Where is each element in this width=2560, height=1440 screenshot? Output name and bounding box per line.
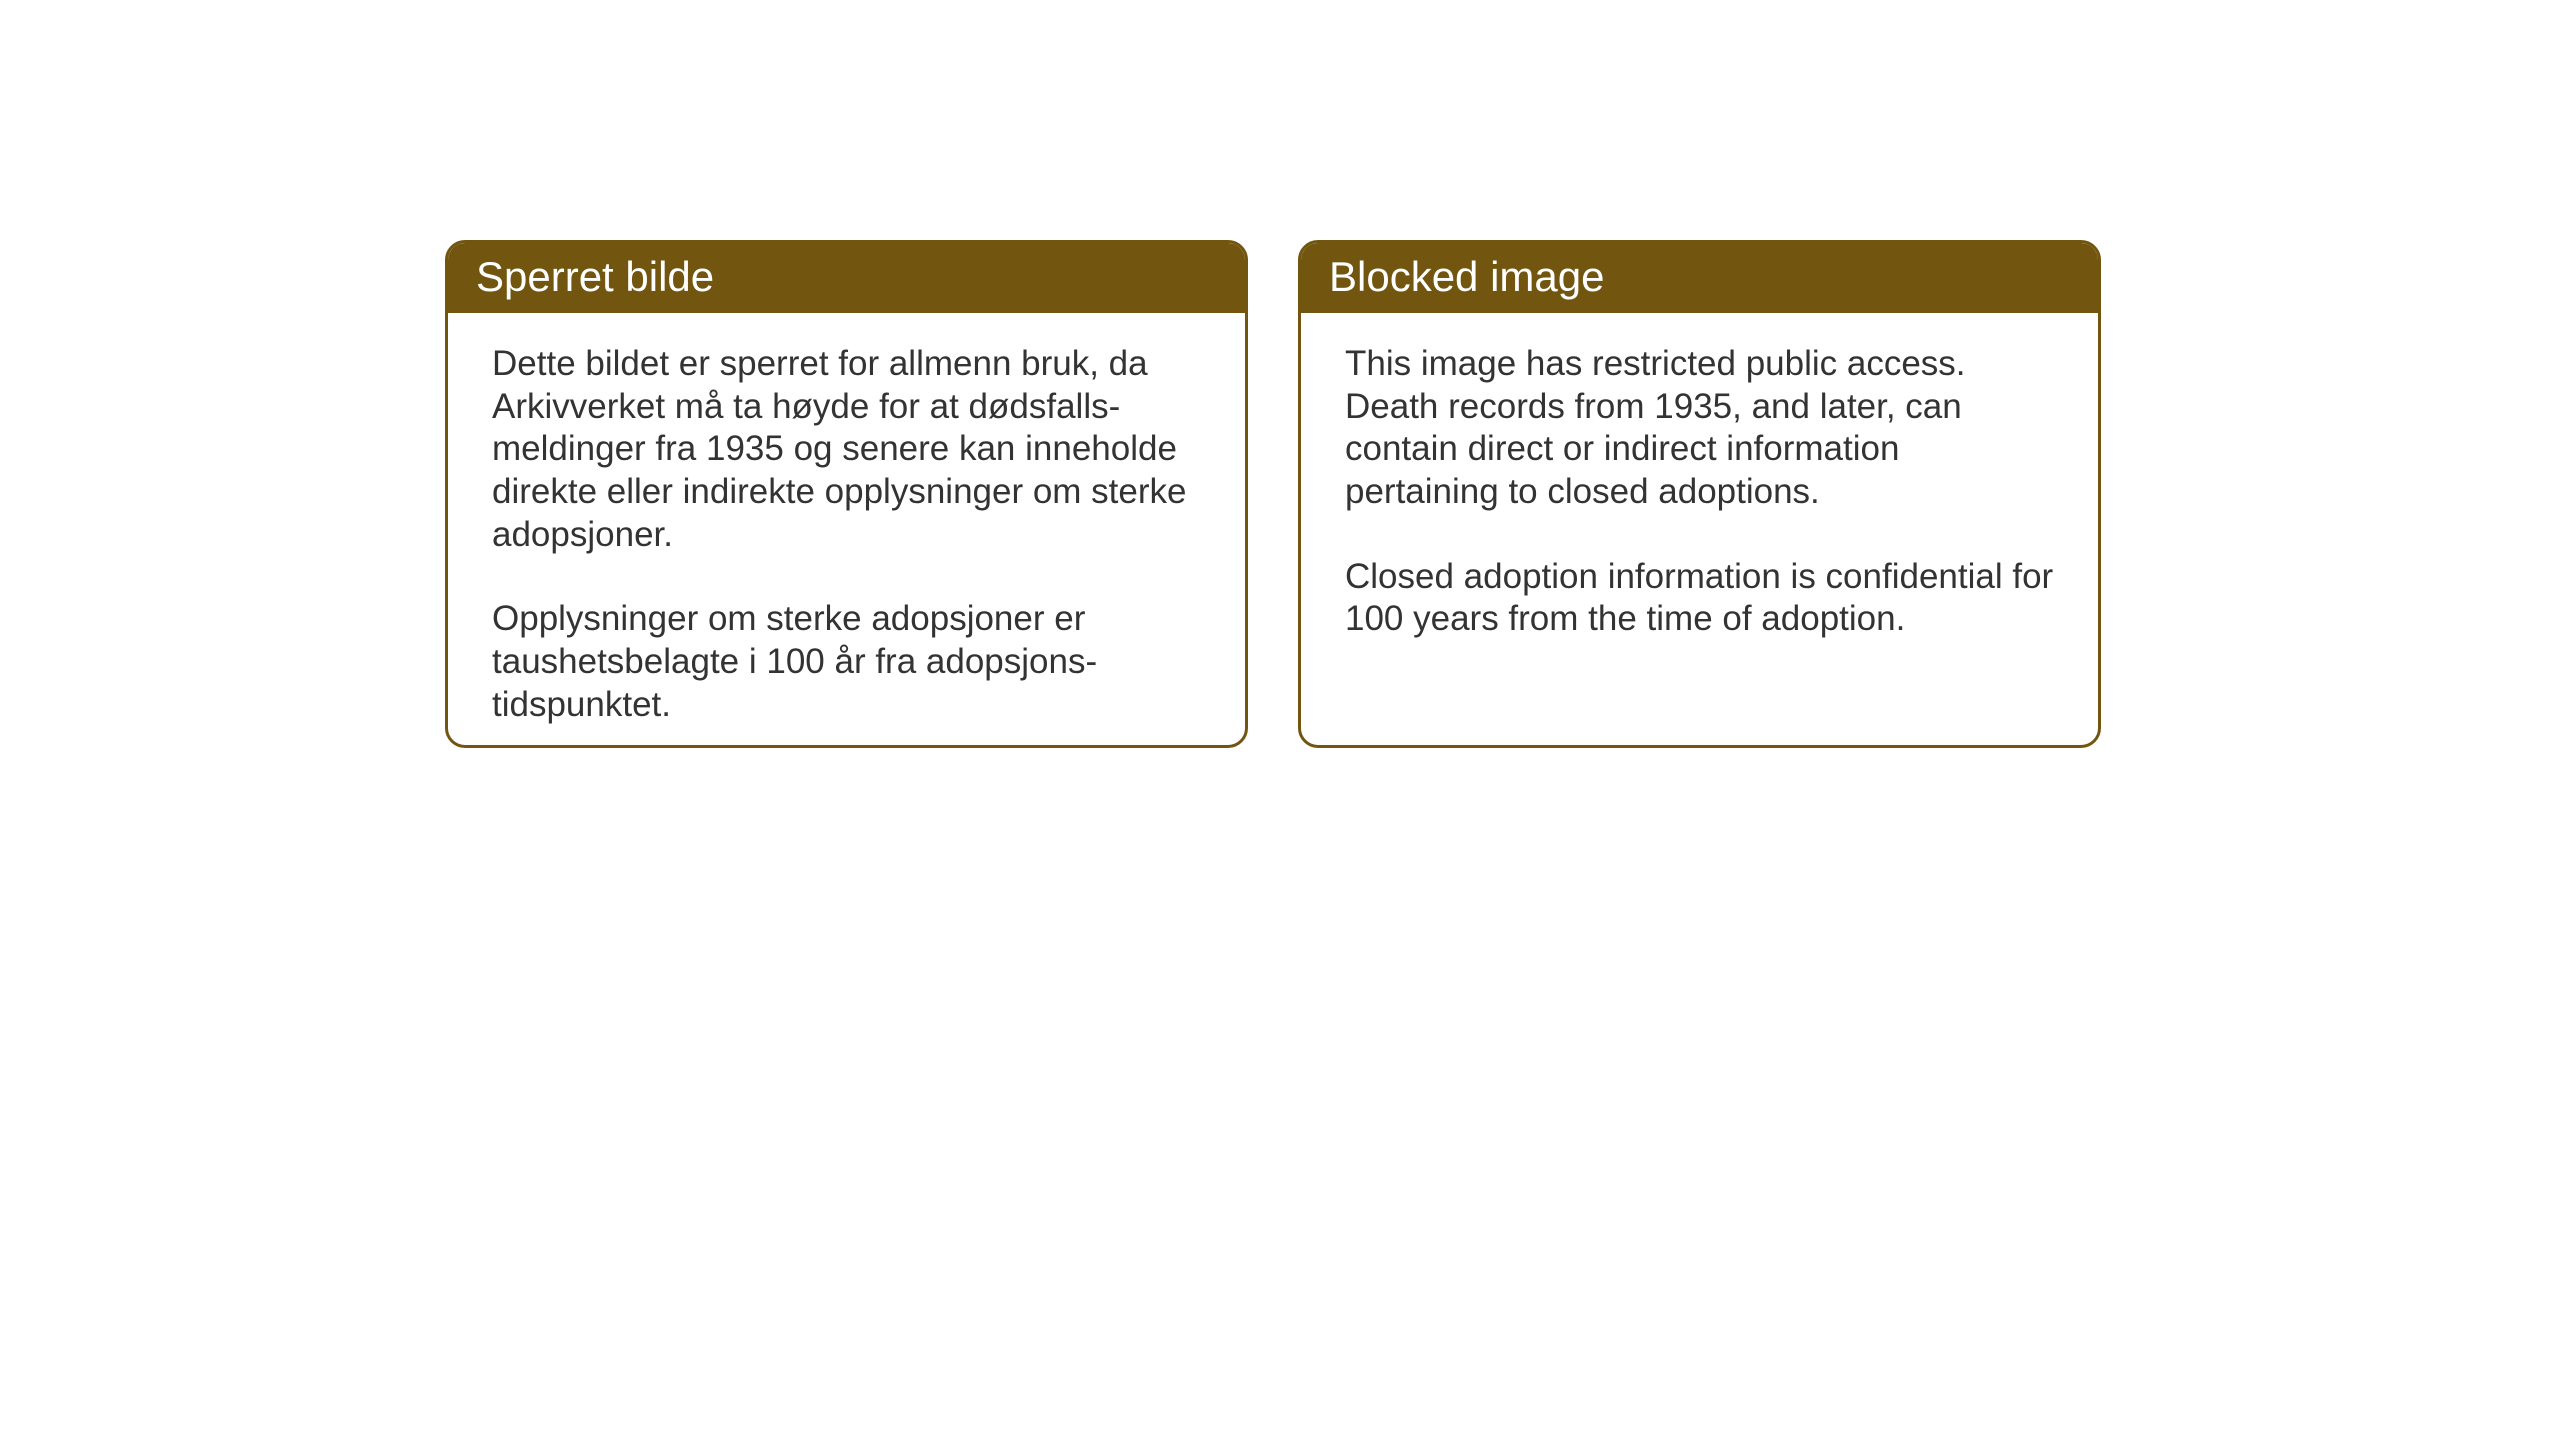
norwegian-card-title: Sperret bilde xyxy=(476,253,714,300)
english-card-title: Blocked image xyxy=(1329,253,1604,300)
norwegian-card-body: Dette bildet er sperret for allmenn bruk… xyxy=(448,313,1245,748)
norwegian-paragraph-1: Dette bildet er sperret for allmenn bruk… xyxy=(492,343,1201,556)
notice-container: Sperret bilde Dette bildet er sperret fo… xyxy=(445,240,2101,748)
english-card-header: Blocked image xyxy=(1301,243,2098,313)
norwegian-paragraph-2: Opplysninger om sterke adopsjoner er tau… xyxy=(492,598,1201,726)
english-notice-card: Blocked image This image has restricted … xyxy=(1298,240,2101,748)
english-card-body: This image has restricted public access.… xyxy=(1301,313,2098,671)
english-paragraph-2: Closed adoption information is confident… xyxy=(1345,556,2054,641)
norwegian-card-header: Sperret bilde xyxy=(448,243,1245,313)
norwegian-notice-card: Sperret bilde Dette bildet er sperret fo… xyxy=(445,240,1248,748)
english-paragraph-1: This image has restricted public access.… xyxy=(1345,343,2054,514)
